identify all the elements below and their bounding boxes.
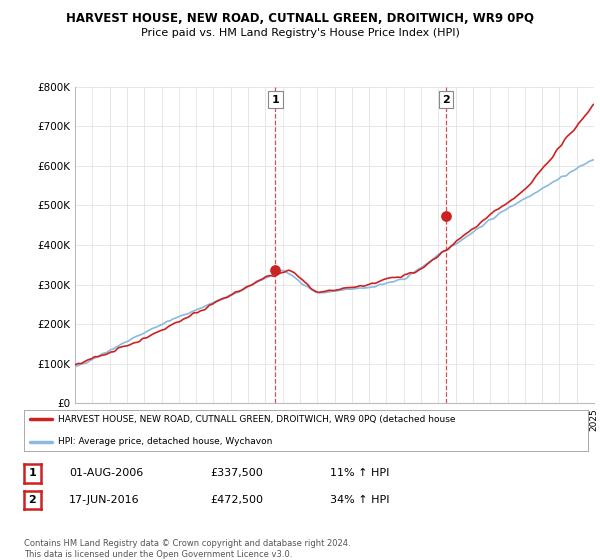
Point bbox=[442, 212, 451, 221]
Text: 1: 1 bbox=[271, 95, 279, 105]
Text: 1: 1 bbox=[29, 469, 36, 478]
Text: 34% ↑ HPI: 34% ↑ HPI bbox=[330, 494, 389, 505]
Text: Contains HM Land Registry data © Crown copyright and database right 2024.
This d: Contains HM Land Registry data © Crown c… bbox=[24, 539, 350, 559]
Text: £472,500: £472,500 bbox=[210, 494, 263, 505]
Text: 01-AUG-2006: 01-AUG-2006 bbox=[69, 468, 143, 478]
Text: HARVEST HOUSE, NEW ROAD, CUTNALL GREEN, DROITWICH, WR9 0PQ: HARVEST HOUSE, NEW ROAD, CUTNALL GREEN, … bbox=[66, 12, 534, 25]
Text: HPI: Average price, detached house, Wychavon: HPI: Average price, detached house, Wych… bbox=[58, 437, 272, 446]
Point bbox=[271, 265, 280, 274]
Text: Price paid vs. HM Land Registry's House Price Index (HPI): Price paid vs. HM Land Registry's House … bbox=[140, 28, 460, 38]
Text: 2: 2 bbox=[29, 495, 36, 505]
Text: 17-JUN-2016: 17-JUN-2016 bbox=[69, 494, 140, 505]
Text: 2: 2 bbox=[442, 95, 450, 105]
Text: 11% ↑ HPI: 11% ↑ HPI bbox=[330, 468, 389, 478]
Text: HARVEST HOUSE, NEW ROAD, CUTNALL GREEN, DROITWICH, WR9 0PQ (detached house: HARVEST HOUSE, NEW ROAD, CUTNALL GREEN, … bbox=[58, 415, 455, 424]
Text: £337,500: £337,500 bbox=[210, 468, 263, 478]
